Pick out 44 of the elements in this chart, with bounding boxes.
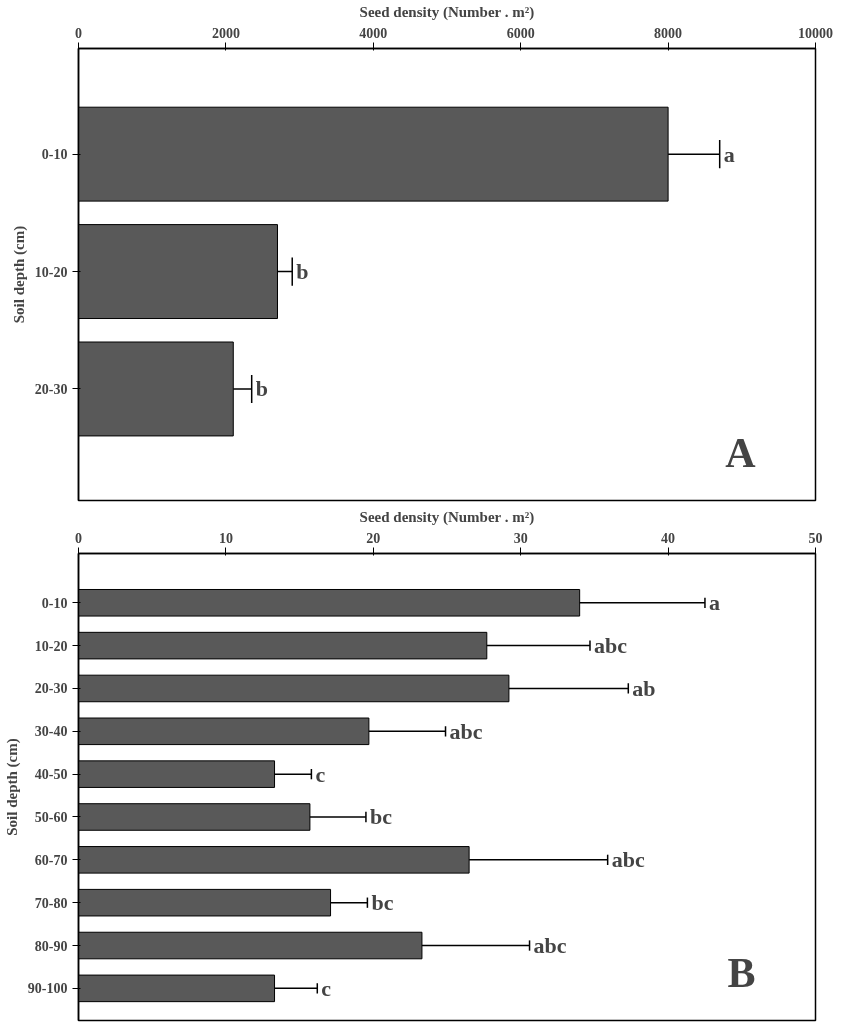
annotation: abc (593, 633, 628, 659)
annotation: ab (632, 675, 656, 701)
x-tick-label: 6000 (506, 25, 535, 41)
y-tick-label: 70-80 (34, 895, 68, 911)
x-axis-title: Seed density (Number . m²) (359, 3, 535, 21)
y-tick-label: 50-60 (34, 809, 68, 825)
x-tick-label: 4000 (359, 25, 388, 41)
annotation: abc (533, 933, 567, 959)
annotation: abc (449, 718, 483, 744)
y-tick-label: 10-20 (34, 638, 68, 654)
annotation: c (315, 761, 326, 787)
x-tick-label: 20 (366, 530, 381, 546)
y-tick-label: 60-70 (34, 852, 68, 868)
annotation: A (725, 429, 757, 476)
x-tick-label: 0 (75, 25, 82, 41)
annotation: abc (611, 847, 645, 873)
annotation: a (723, 141, 735, 167)
y-axis-title: Soil depth (cm) (10, 225, 28, 324)
x-axis-title: Seed density (Number . m²) (359, 508, 535, 526)
x-tick-label: 0 (75, 530, 82, 546)
y-tick-label: 40-50 (34, 767, 68, 783)
y-tick-label: 10-20 (34, 264, 68, 280)
x-tick-label: 2000 (211, 25, 240, 41)
annotation: b (255, 376, 268, 402)
y-tick-label: 0-10 (41, 595, 68, 611)
y-tick-label: 20-30 (34, 381, 68, 397)
y-tick-label: 30-40 (34, 724, 68, 740)
y-tick-label: 20-30 (34, 681, 68, 697)
x-tick-label: 10 (218, 530, 233, 546)
annotation: B (727, 949, 756, 996)
x-tick-label: 30 (513, 530, 528, 546)
y-tick-label: 80-90 (34, 938, 68, 954)
y-tick-label: 0-10 (41, 147, 68, 163)
annotation: bc (369, 804, 393, 830)
annotation: b (296, 259, 309, 285)
annotation: a (708, 590, 720, 616)
x-tick-label: 10000 (798, 25, 833, 41)
x-tick-label: 8000 (654, 25, 683, 41)
x-tick-label: 40 (661, 530, 676, 546)
annotation: c (321, 975, 332, 1001)
annotation: bc (371, 890, 394, 916)
y-axis-title: Soil depth (cm) (3, 738, 21, 836)
x-tick-label: 50 (808, 530, 823, 546)
y-tick-label: 90-100 (27, 981, 68, 997)
